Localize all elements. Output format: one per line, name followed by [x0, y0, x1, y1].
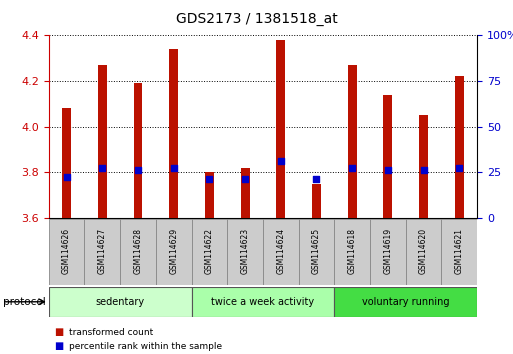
Bar [205, 172, 214, 218]
Bar [191, 287, 334, 317]
Bar [98, 65, 107, 218]
Point [205, 176, 213, 182]
Text: GSM114627: GSM114627 [98, 228, 107, 274]
Bar [348, 65, 357, 218]
Bar [49, 287, 191, 317]
Bar [383, 95, 392, 218]
Text: GDS2173 / 1381518_at: GDS2173 / 1381518_at [175, 12, 338, 27]
Bar [133, 83, 143, 218]
Point [63, 174, 71, 179]
Point [241, 176, 249, 182]
Point [98, 165, 106, 170]
Text: GSM114621: GSM114621 [455, 228, 464, 274]
Point [455, 165, 463, 170]
Point [384, 167, 392, 173]
Text: GSM114625: GSM114625 [312, 228, 321, 274]
Bar [62, 108, 71, 218]
Text: GSM114618: GSM114618 [348, 228, 357, 274]
Text: GSM114620: GSM114620 [419, 228, 428, 274]
Bar [370, 219, 406, 285]
Bar [241, 167, 249, 218]
Point [312, 176, 321, 182]
Text: GSM114628: GSM114628 [133, 228, 143, 274]
Bar [263, 219, 299, 285]
Bar [120, 219, 156, 285]
Bar [227, 219, 263, 285]
Bar [334, 219, 370, 285]
Bar [156, 219, 191, 285]
Text: GSM114624: GSM114624 [277, 228, 285, 274]
Bar [419, 115, 428, 218]
Bar [334, 287, 477, 317]
Point [170, 165, 178, 170]
Bar [312, 183, 321, 218]
Bar [441, 219, 477, 285]
Text: GSM114626: GSM114626 [62, 228, 71, 274]
Point [348, 165, 356, 170]
Bar [406, 219, 441, 285]
Text: ■: ■ [54, 341, 63, 351]
Bar [49, 219, 85, 285]
Text: twice a week activity: twice a week activity [211, 297, 314, 307]
Text: GSM114619: GSM114619 [383, 228, 392, 274]
Text: GSM114623: GSM114623 [241, 228, 249, 274]
Text: transformed count: transformed count [69, 327, 153, 337]
Bar [277, 40, 285, 218]
Text: voluntary running: voluntary running [362, 297, 449, 307]
Text: GSM114622: GSM114622 [205, 228, 214, 274]
Point [277, 158, 285, 164]
Bar [169, 49, 178, 218]
Text: ■: ■ [54, 327, 63, 337]
Bar [191, 219, 227, 285]
Point [134, 167, 142, 173]
Text: percentile rank within the sample: percentile rank within the sample [69, 342, 222, 351]
Point [420, 167, 428, 173]
Text: sedentary: sedentary [95, 297, 145, 307]
Bar [85, 219, 120, 285]
Bar [299, 219, 334, 285]
Text: GSM114629: GSM114629 [169, 228, 178, 274]
Bar [455, 76, 464, 218]
Text: protocol: protocol [3, 297, 45, 307]
